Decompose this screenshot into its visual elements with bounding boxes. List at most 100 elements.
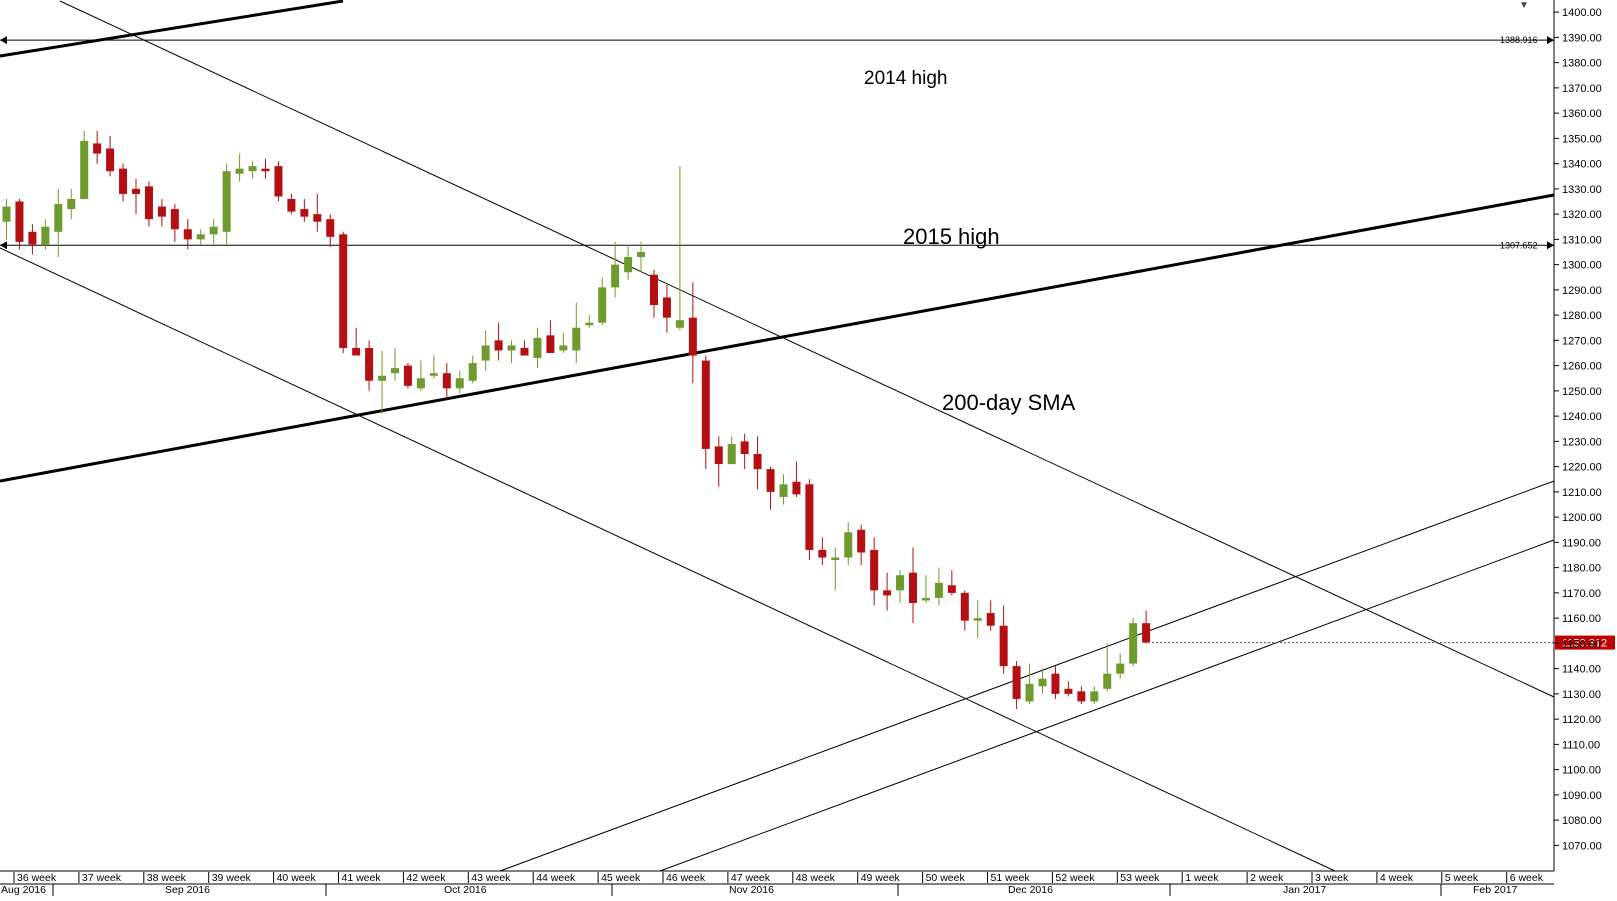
candle-body — [986, 613, 995, 626]
candle-up[interactable] — [468, 355, 477, 384]
candle-up[interactable] — [637, 241, 646, 273]
candle-down[interactable] — [1051, 666, 1060, 699]
candle-down[interactable] — [947, 570, 956, 596]
candle-down[interactable] — [792, 461, 801, 497]
candle-up[interactable] — [572, 302, 581, 364]
scroll-down-icon[interactable]: ▼ — [1519, 0, 1529, 11]
candle-up[interactable] — [675, 166, 684, 331]
candle-down[interactable] — [183, 219, 192, 250]
candle-up[interactable] — [391, 347, 399, 381]
candle-down[interactable] — [300, 198, 309, 222]
candle-down[interactable] — [986, 600, 995, 631]
candle-up[interactable] — [598, 277, 607, 326]
candle-down[interactable] — [805, 479, 814, 561]
candle-up[interactable] — [585, 315, 594, 328]
candle-down[interactable] — [1142, 610, 1151, 644]
candle-down[interactable] — [909, 547, 917, 624]
candle-up[interactable] — [80, 130, 89, 199]
candle-down[interactable] — [28, 224, 37, 255]
candle-down[interactable] — [442, 363, 451, 399]
candle-up[interactable] — [831, 547, 840, 591]
candle-down[interactable] — [494, 322, 503, 361]
candle-down[interactable] — [546, 320, 555, 353]
candle-down[interactable] — [650, 269, 658, 318]
candle-down[interactable] — [1012, 661, 1021, 710]
candle-up[interactable] — [973, 600, 982, 639]
candle-up[interactable] — [934, 567, 943, 606]
candle-up[interactable] — [533, 327, 542, 369]
candle-up[interactable] — [1116, 653, 1125, 679]
candle-down[interactable] — [365, 340, 374, 391]
week-label: 36 week — [17, 872, 57, 884]
candle-down[interactable] — [352, 327, 361, 356]
candle-up[interactable] — [727, 436, 736, 465]
candle-down[interactable] — [157, 198, 166, 227]
candle-up[interactable] — [779, 474, 788, 505]
candle-up[interactable] — [248, 161, 257, 179]
candle-up[interactable] — [429, 355, 438, 379]
candle-up[interactable] — [611, 241, 620, 298]
month-label: Dec 2016 — [1008, 884, 1053, 896]
candle-up[interactable] — [1090, 686, 1099, 704]
candle-down[interactable] — [15, 198, 24, 250]
candle-up[interactable] — [196, 229, 205, 245]
candle-down[interactable] — [170, 204, 179, 242]
candle-up[interactable] — [1129, 618, 1138, 667]
candle-down[interactable] — [753, 436, 762, 490]
candle-up[interactable] — [378, 350, 387, 414]
candle-down[interactable] — [274, 161, 283, 202]
candle-down[interactable] — [960, 590, 969, 631]
candle-body — [429, 373, 438, 376]
week-label: 42 week — [406, 872, 446, 884]
candle-down[interactable] — [93, 130, 102, 164]
candle-down[interactable] — [857, 524, 866, 566]
candle-down[interactable] — [287, 193, 296, 215]
candle-up[interactable] — [54, 188, 63, 258]
candle-down[interactable] — [662, 284, 671, 333]
candle-up[interactable] — [209, 219, 218, 245]
candle-down[interactable] — [132, 178, 140, 215]
candle-down[interactable] — [818, 537, 827, 566]
candle-up[interactable] — [896, 570, 905, 603]
candle-down[interactable] — [119, 163, 128, 202]
candle-down[interactable] — [740, 433, 749, 470]
candle-down[interactable] — [403, 363, 412, 389]
candle-up[interactable] — [624, 244, 633, 280]
candle-up[interactable] — [416, 360, 425, 391]
ascending-channel-lower-line — [659, 539, 1555, 872]
candle-up[interactable] — [507, 340, 516, 364]
candle-up[interactable] — [481, 330, 490, 371]
candle-down[interactable] — [144, 181, 153, 227]
candle-up[interactable] — [921, 575, 930, 603]
candle-up[interactable] — [222, 163, 231, 245]
candle-down[interactable] — [883, 572, 892, 611]
candle-up[interactable] — [1038, 668, 1047, 694]
candle-up[interactable] — [41, 219, 50, 250]
candle-down[interactable] — [261, 158, 270, 179]
candle-down[interactable] — [1064, 681, 1073, 697]
candle-up[interactable] — [235, 153, 244, 182]
candle-down[interactable] — [999, 605, 1008, 674]
candle-down[interactable] — [313, 193, 322, 232]
candle-body — [960, 592, 969, 621]
candle-up[interactable] — [1025, 663, 1034, 704]
candle-down[interactable] — [520, 340, 529, 356]
candle-up[interactable] — [455, 370, 464, 394]
candle-down[interactable] — [766, 466, 775, 510]
candle-down[interactable] — [326, 214, 335, 247]
candle-up[interactable] — [67, 188, 76, 220]
candle-down[interactable] — [870, 537, 879, 606]
candle-up[interactable] — [844, 522, 853, 566]
candle-down[interactable] — [1077, 686, 1086, 704]
candle-up[interactable] — [2, 198, 11, 240]
candle-down[interactable] — [701, 355, 710, 470]
candle-down[interactable] — [714, 436, 723, 487]
candle-up[interactable] — [559, 332, 568, 353]
price-tick-label: 1290.00 — [1562, 285, 1602, 297]
candle-up[interactable] — [1103, 643, 1112, 692]
candle-down[interactable] — [106, 135, 115, 177]
candle-body — [805, 484, 814, 550]
candle-down[interactable] — [688, 282, 697, 384]
candle-down[interactable] — [339, 231, 348, 353]
